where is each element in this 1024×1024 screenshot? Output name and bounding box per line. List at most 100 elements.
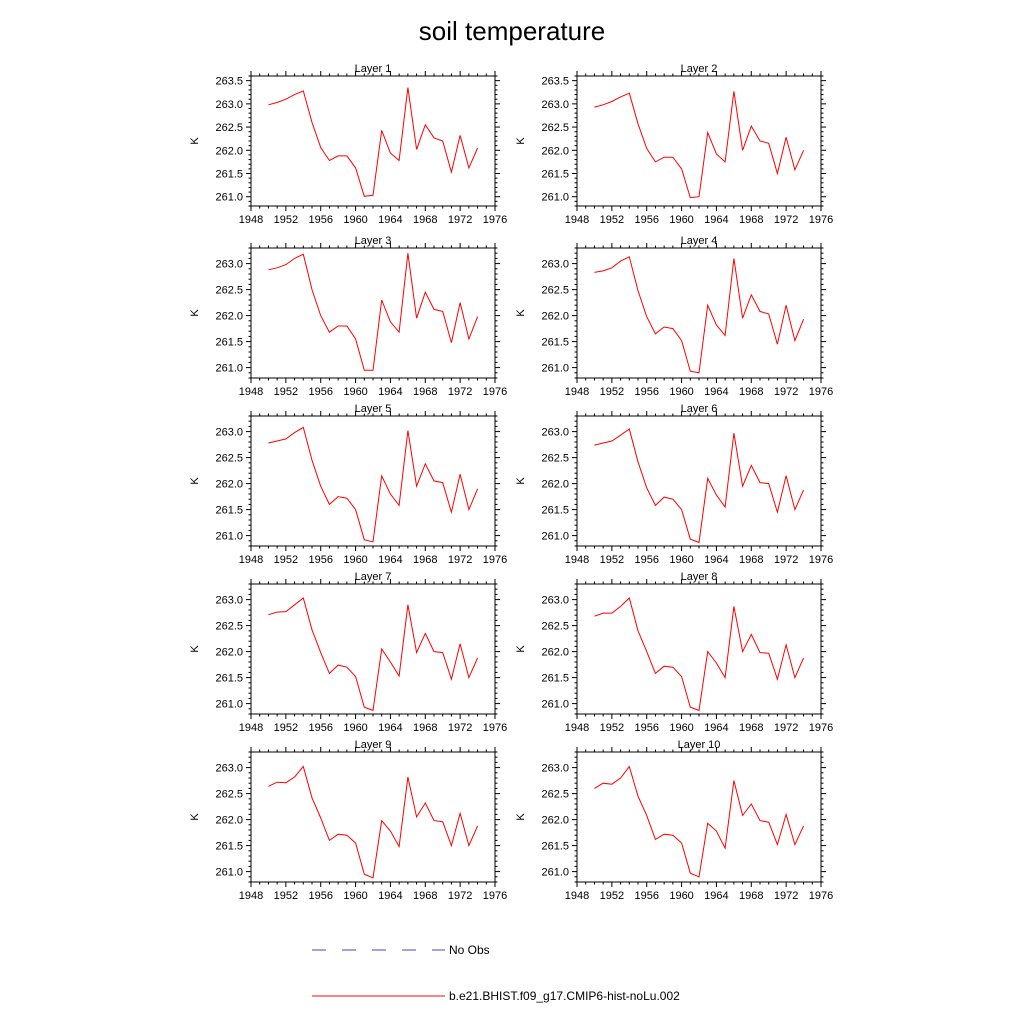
- x-tick-label: 1948: [239, 386, 263, 398]
- x-tick-label: 1964: [378, 722, 402, 734]
- panel-title: Layer 3: [355, 235, 392, 247]
- panel-layer-1: Layer 1 1948 1952 1956 1960 1964 1968 1972 1976 2…: [189, 63, 507, 226]
- series-line: [594, 91, 805, 199]
- y-axis-label: K: [515, 645, 527, 653]
- y-tick-label: 263.5: [541, 76, 569, 88]
- y-tick-label: 262.5: [215, 285, 243, 297]
- plot-frame: [576, 583, 822, 715]
- y-tick-label: 261.5: [541, 673, 569, 685]
- x-tick-label: 1952: [274, 554, 298, 566]
- series-line: [268, 253, 479, 371]
- y-tick-label: 261.0: [541, 363, 569, 375]
- y-axis-label: K: [189, 813, 201, 821]
- x-tick-label: 1972: [774, 722, 798, 734]
- x-tick-label: 1964: [378, 890, 402, 902]
- x-tick-label: 1956: [634, 890, 658, 902]
- y-tick-label: 262.0: [541, 145, 569, 157]
- y-tick-label: 263.0: [541, 595, 569, 607]
- panel-title: Layer 7: [355, 571, 392, 583]
- x-tick-label: 1952: [600, 890, 624, 902]
- x-tick-label: 1972: [774, 214, 798, 226]
- y-tick-label: 262.0: [215, 311, 243, 323]
- x-tick-label: 1972: [448, 722, 472, 734]
- x-tick-label: 1968: [413, 214, 437, 226]
- y-tick-label: 262.0: [541, 311, 569, 323]
- x-tick-label: 1972: [774, 890, 798, 902]
- x-tick-label: 1976: [809, 554, 833, 566]
- y-tick-label: 263.0: [541, 259, 569, 271]
- y-tick-label: 263.0: [215, 595, 243, 607]
- x-tick-label: 1968: [739, 722, 763, 734]
- x-tick-label: 1956: [308, 554, 332, 566]
- series-line: [594, 765, 805, 878]
- y-axis-label: K: [515, 137, 527, 145]
- x-tick-label: 1948: [239, 554, 263, 566]
- x-tick-label: 1948: [565, 554, 589, 566]
- panel-layer-4: Layer 4 1948 1952 1956 1960 1964 1968 1972 1976 2…: [515, 235, 833, 398]
- y-axis-label: K: [189, 137, 201, 145]
- y-tick-label: 261.5: [541, 337, 569, 349]
- panel-grid: Layer 1 1948 1952 1956 1960 1964 1968 1972 1976 2…: [189, 63, 833, 902]
- y-axis-label: K: [515, 813, 527, 821]
- y-tick-label: 261.5: [541, 169, 569, 181]
- x-tick-label: 1960: [343, 214, 367, 226]
- y-tick-label: 261.5: [215, 169, 243, 181]
- panel-layer-3: Layer 3 1948 1952 1956 1960 1964 1968 1972 1976 2…: [189, 235, 507, 398]
- y-tick-label: 263.0: [215, 99, 243, 111]
- y-tick-label: 261.0: [541, 867, 569, 879]
- legend-model-label: b.e21.BHIST.f09_g17.CMIP6-hist-noLu.002: [449, 989, 680, 1003]
- panel-title: Layer 10: [678, 739, 721, 751]
- x-tick-label: 1976: [483, 386, 507, 398]
- y-tick-label: 261.5: [541, 505, 569, 517]
- x-tick-label: 1952: [274, 214, 298, 226]
- series-line: [268, 765, 479, 879]
- y-axis-label: K: [189, 645, 201, 653]
- y-tick-label: 262.0: [541, 479, 569, 491]
- plot-frame: [576, 751, 822, 883]
- panel-title: Layer 5: [355, 403, 392, 415]
- y-tick-label: 263.0: [215, 259, 243, 271]
- x-tick-label: 1952: [600, 722, 624, 734]
- x-tick-label: 1948: [565, 214, 589, 226]
- y-tick-label: 262.5: [215, 453, 243, 465]
- y-tick-label: 262.5: [541, 285, 569, 297]
- y-tick-label: 263.5: [215, 76, 243, 88]
- series-line: [594, 597, 805, 712]
- plot-frame: [250, 751, 496, 883]
- x-tick-label: 1972: [448, 386, 472, 398]
- figure-title: soil temperature: [419, 16, 605, 46]
- x-tick-label: 1960: [343, 554, 367, 566]
- x-tick-label: 1956: [634, 722, 658, 734]
- x-tick-label: 1968: [413, 554, 437, 566]
- x-tick-label: 1964: [704, 890, 728, 902]
- y-tick-label: 262.5: [215, 122, 243, 134]
- x-tick-label: 1960: [669, 554, 693, 566]
- panel-title: Layer 6: [681, 403, 718, 415]
- y-tick-label: 261.5: [215, 841, 243, 853]
- series-line: [594, 428, 805, 544]
- x-tick-label: 1960: [343, 386, 367, 398]
- x-tick-label: 1952: [600, 386, 624, 398]
- x-tick-label: 1968: [739, 554, 763, 566]
- y-tick-label: 261.5: [215, 505, 243, 517]
- x-tick-label: 1948: [239, 722, 263, 734]
- legend: No Obs b.e21.BHIST.f09_g17.CMIP6-hist-no…: [312, 943, 680, 1003]
- x-tick-label: 1956: [308, 386, 332, 398]
- x-tick-label: 1948: [239, 214, 263, 226]
- y-tick-label: 262.5: [541, 621, 569, 633]
- x-tick-label: 1968: [739, 214, 763, 226]
- panel-layer-10: Layer 10 1948 1952 1956 1960 1964 1968 1972 1976…: [515, 739, 833, 902]
- y-tick-label: 262.5: [541, 789, 569, 801]
- x-tick-label: 1972: [448, 890, 472, 902]
- x-tick-label: 1972: [774, 386, 798, 398]
- y-tick-label: 263.0: [215, 427, 243, 439]
- series-line: [268, 426, 479, 543]
- x-tick-label: 1948: [565, 890, 589, 902]
- panel-title: Layer 9: [355, 739, 392, 751]
- x-tick-label: 1952: [274, 890, 298, 902]
- y-axis-label: K: [189, 309, 201, 317]
- x-tick-label: 1948: [565, 386, 589, 398]
- x-tick-label: 1964: [704, 214, 728, 226]
- panel-layer-5: Layer 5 1948 1952 1956 1960 1964 1968 1972 1976 2…: [189, 403, 507, 566]
